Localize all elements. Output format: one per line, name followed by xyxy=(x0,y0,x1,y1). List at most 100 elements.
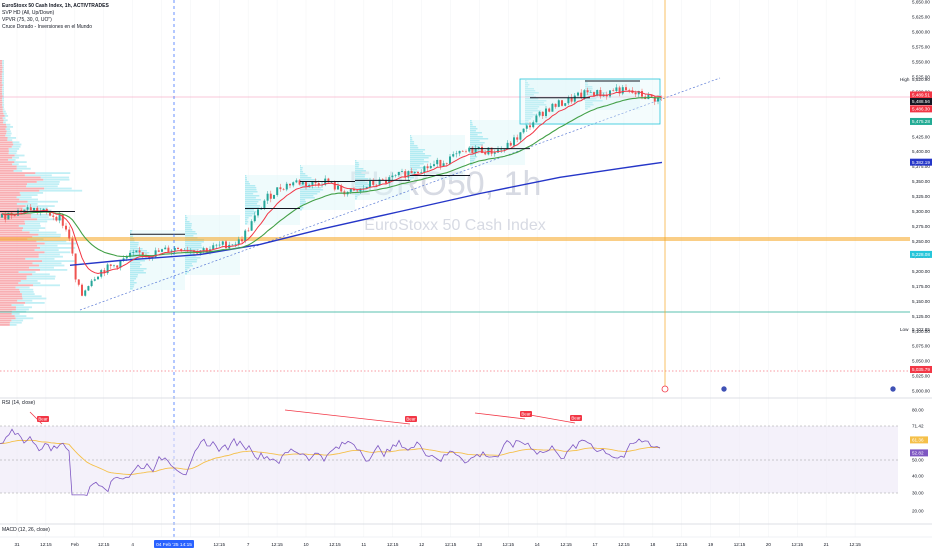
candle-body xyxy=(289,183,291,186)
indicator-vpvr[interactable]: VPVR (75, 30, 0, UO") xyxy=(2,17,52,23)
candle-body xyxy=(573,95,576,102)
session-bar xyxy=(300,165,301,167)
vp-bar-down xyxy=(0,88,2,91)
vp-bar-up xyxy=(15,306,32,309)
vp-bar-up xyxy=(1,77,4,80)
candle-body xyxy=(49,211,51,216)
session-bar xyxy=(585,102,593,104)
session-bar xyxy=(355,172,362,174)
vp-bar-up xyxy=(14,315,27,317)
price-tag-bg xyxy=(910,250,932,258)
vp-bar-down xyxy=(0,82,2,84)
earnings-icon-2[interactable] xyxy=(889,385,897,393)
vp-bar-up xyxy=(6,126,14,128)
candle-body xyxy=(570,97,573,102)
trendline[interactable] xyxy=(79,77,721,311)
indicator-svp[interactable]: SVP HD (All, Up/Down) xyxy=(2,10,55,16)
candle-body xyxy=(484,152,487,155)
price-tick: 5,300.00 xyxy=(912,209,930,214)
session-bar xyxy=(525,102,544,104)
candle-body xyxy=(125,256,128,259)
session-bar xyxy=(130,250,147,252)
session-bar xyxy=(470,128,478,130)
time-tick: 12:15 xyxy=(40,542,52,547)
vp-bar-down xyxy=(0,108,3,111)
vp-bar-up xyxy=(38,233,61,236)
vp-bar-up xyxy=(5,134,11,137)
bear-badge xyxy=(520,411,532,417)
vp-bar-up xyxy=(2,93,4,95)
time-tick: 12:15 xyxy=(560,542,572,547)
session-bar xyxy=(470,144,483,146)
vp-bar-down xyxy=(0,181,37,183)
session-bar xyxy=(355,162,359,164)
vp-bar-up xyxy=(24,220,48,223)
candle-body xyxy=(429,165,432,169)
bear-badge xyxy=(37,416,49,422)
session-bar xyxy=(185,221,190,223)
session-bar xyxy=(245,175,247,177)
candle-body xyxy=(177,247,179,250)
chart-title[interactable]: EuroStoxx 50 Cash Index, 1h, ACTIVTRADES xyxy=(2,3,109,9)
candle-body xyxy=(535,115,538,123)
price-tag-value: 5,035.79 xyxy=(912,367,930,372)
session-bar xyxy=(300,185,309,187)
vp-bar-down xyxy=(0,244,38,247)
session-bar xyxy=(245,223,248,225)
vp-bar-up xyxy=(44,251,71,254)
candle-body xyxy=(68,229,71,239)
candle-body xyxy=(641,91,643,97)
session-bar xyxy=(130,278,137,280)
candle-body xyxy=(154,250,157,257)
session-bar xyxy=(245,207,260,209)
candle-body xyxy=(650,94,653,97)
time-axis[interactable]: 3112:15Feb12:15412:15612:15712:151012:15… xyxy=(14,542,861,547)
price-tick: 5,050.00 xyxy=(912,359,930,364)
bear-label: Bear xyxy=(406,416,416,421)
rsi-axis[interactable]: 80.0071.4260.0050.0040.0030.0020.0061.36… xyxy=(910,408,928,514)
vp-bar-down xyxy=(0,227,24,229)
session-bar xyxy=(470,158,476,160)
rsi-tick: 40.00 xyxy=(912,474,924,479)
candle-body xyxy=(420,172,423,174)
candle-body xyxy=(17,210,19,216)
vp-bar-down xyxy=(0,106,3,108)
range-box[interactable] xyxy=(519,78,661,125)
vp-bar-up xyxy=(22,297,47,300)
macd-label[interactable]: MACD (12, 26, close) xyxy=(2,527,50,533)
candle-body xyxy=(74,253,77,280)
indicator-golden-cross[interactable]: Cruce Dorado - Inversiones en el Mundo xyxy=(2,24,93,30)
price-axis[interactable]: 5,650.00 5,625.00 5,600.00 5,575.00 5,550.00… xyxy=(900,0,930,394)
time-tick: 12:15 xyxy=(618,542,630,547)
vp-bar-up xyxy=(9,324,17,326)
event-flag-icon[interactable] xyxy=(661,385,669,393)
vp-bar-down xyxy=(0,308,16,311)
main-pane[interactable] xyxy=(0,0,898,395)
candle-body xyxy=(340,185,343,192)
rsi-tag-bg xyxy=(910,449,928,457)
session-bar xyxy=(185,269,188,271)
candle-body xyxy=(397,171,400,176)
vp-bar-down xyxy=(0,264,40,267)
rsi-label[interactable]: RSI (14, close) xyxy=(2,400,36,406)
bear-label: Bear xyxy=(571,415,581,420)
candle-body xyxy=(263,200,266,209)
earnings-icon[interactable] xyxy=(720,385,728,393)
candle-body xyxy=(77,279,80,285)
session-bar xyxy=(185,267,190,269)
candle-body xyxy=(522,128,525,133)
session-bar xyxy=(410,135,412,137)
candle-body xyxy=(234,243,237,245)
rsi-tick: 20.00 xyxy=(912,509,924,514)
candle-body xyxy=(113,265,115,267)
vp-bar-down xyxy=(0,255,39,258)
support-zone xyxy=(0,237,910,241)
vp-bar-up xyxy=(27,183,60,185)
candle-body xyxy=(634,92,637,95)
vp-bar-up xyxy=(43,178,70,181)
vp-bar-down xyxy=(0,101,3,104)
candle-body xyxy=(452,154,455,157)
vp-bar-down xyxy=(0,222,26,225)
session-bar xyxy=(245,209,255,211)
